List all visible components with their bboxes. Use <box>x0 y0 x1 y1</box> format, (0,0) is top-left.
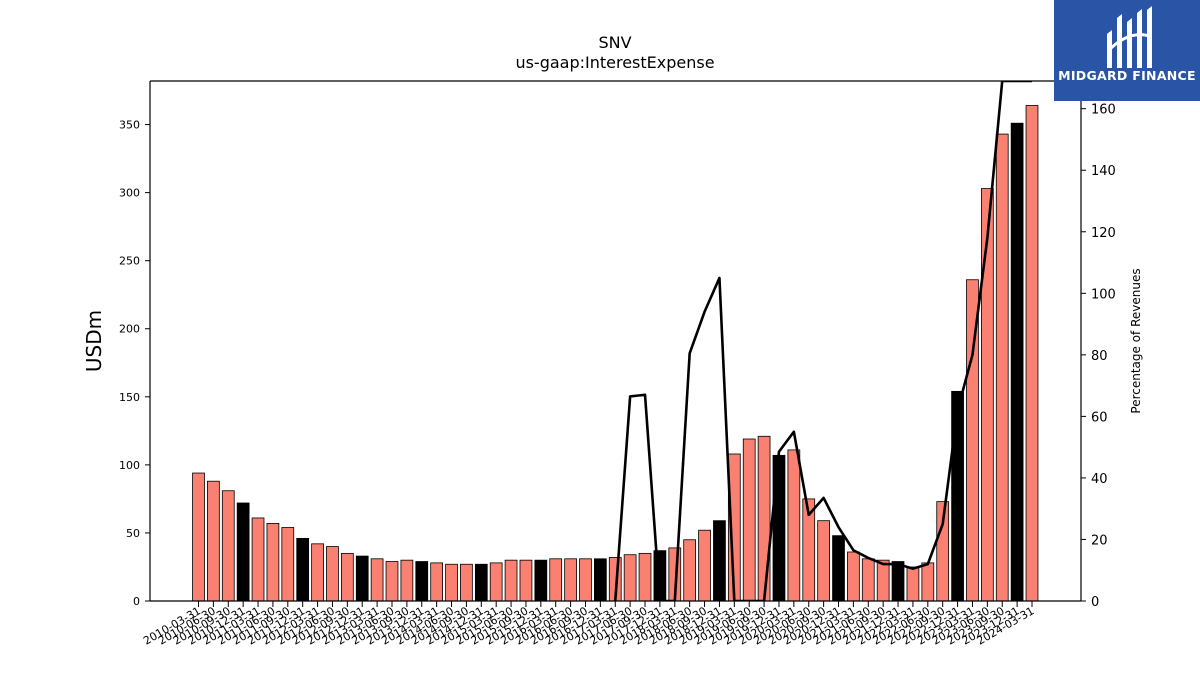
bar <box>385 561 399 602</box>
bar <box>772 454 786 602</box>
bar <box>787 449 801 602</box>
bar <box>579 558 592 602</box>
bar <box>713 520 726 602</box>
bar <box>891 561 905 602</box>
bar <box>296 537 310 602</box>
bar <box>251 517 265 602</box>
y-tick-label: 150 <box>119 391 140 404</box>
y2-tick-label: 140 <box>1091 164 1116 179</box>
bar <box>489 562 503 602</box>
bar <box>638 552 652 602</box>
bar <box>326 546 339 602</box>
bar <box>683 539 697 602</box>
chart-title: SNV <box>598 33 631 52</box>
bar <box>623 554 637 602</box>
y-tick-label: 250 <box>119 255 140 268</box>
line-series <box>613 81 1032 601</box>
bar <box>817 520 830 602</box>
bar <box>861 558 875 602</box>
bar <box>1025 105 1039 602</box>
bar <box>742 438 756 602</box>
axes: 0 50 100 150 200 250 300 350 0 20 40 60 80 100 120 140 1… <box>119 80 1116 648</box>
bar <box>1010 122 1024 602</box>
bar-series <box>192 105 1039 602</box>
bar <box>430 562 443 602</box>
bar <box>951 390 964 602</box>
chart-subtitle: us-gaap:InterestExpense <box>515 53 714 72</box>
percentage-line <box>613 81 1032 601</box>
bar <box>207 480 220 602</box>
bar <box>847 551 860 602</box>
y2-tick-label: 40 <box>1091 472 1108 487</box>
y-tick-label: 350 <box>119 119 140 132</box>
y-tick-label: 50 <box>126 527 140 540</box>
bar <box>757 435 771 602</box>
y2-tick-label: 0 <box>1091 595 1099 610</box>
y2-tick-label: 120 <box>1091 226 1116 241</box>
bar <box>698 529 711 602</box>
bar <box>266 523 280 602</box>
bar <box>415 561 429 602</box>
bar <box>876 559 890 602</box>
bar <box>534 559 548 602</box>
logo-mark-icon <box>1107 6 1152 68</box>
y-tick-label: 0 <box>133 595 140 608</box>
y2-tick-label: 160 <box>1091 103 1116 118</box>
y-tick-label: 300 <box>119 187 140 200</box>
y-tick-label: 100 <box>119 459 140 472</box>
logo-text: MIDGARD FINANCE <box>1058 68 1196 83</box>
bar <box>564 558 577 602</box>
bar <box>460 563 473 602</box>
bar <box>340 552 354 602</box>
y-axis-label-left: USDm <box>82 310 106 372</box>
y2-tick-label: 60 <box>1091 410 1108 425</box>
y2-tick-label: 20 <box>1091 533 1108 548</box>
y-tick-label: 200 <box>119 323 140 336</box>
bar <box>370 558 384 602</box>
bar <box>236 502 250 602</box>
bar <box>995 133 1009 602</box>
bar <box>832 535 845 602</box>
midgard-finance-logo: MIDGARD FINANCE <box>1054 0 1200 101</box>
y2-tick-label: 80 <box>1091 349 1108 364</box>
bar <box>906 566 920 602</box>
bar <box>980 188 994 602</box>
bar <box>921 562 935 602</box>
bar <box>400 559 414 602</box>
bar <box>311 543 324 602</box>
bar <box>474 563 488 602</box>
bar <box>355 555 369 602</box>
bar <box>445 563 458 602</box>
bar <box>594 558 607 602</box>
bar <box>504 559 518 602</box>
bar <box>192 472 205 602</box>
bar <box>281 527 295 602</box>
y2-tick-label: 100 <box>1091 287 1116 302</box>
bar <box>519 559 533 602</box>
bar <box>221 490 235 602</box>
y-axis-label-right: Percentage of Revenues <box>1129 268 1143 413</box>
bar <box>549 558 563 602</box>
